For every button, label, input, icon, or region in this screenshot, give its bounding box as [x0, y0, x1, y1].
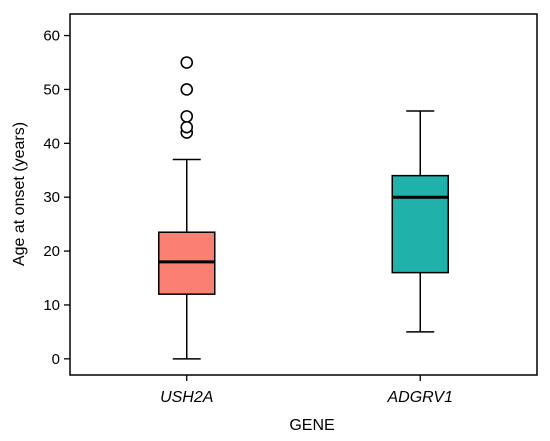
plot-frame: [69, 13, 538, 376]
boxes-group: [158, 56, 449, 360]
y-axis: 0 10 20 30 40 50 60: [43, 28, 70, 368]
outlier-point: [180, 110, 194, 123]
y-tick-label: 10: [43, 297, 60, 314]
outlier-point: [180, 120, 194, 134]
y-tick-label: 0: [52, 351, 60, 368]
box-iqr: [391, 174, 449, 274]
y-tick-label: 40: [43, 135, 60, 152]
x-tick-label: USH2A: [160, 389, 213, 406]
y-axis-title: Age at onset (years): [11, 122, 28, 266]
y-tick-label: 20: [43, 243, 60, 260]
outlier-point: [180, 56, 194, 69]
x-tick-label: ADGRV1: [386, 389, 453, 406]
y-tick-label: 30: [43, 189, 60, 206]
y-tick-label: 60: [43, 28, 60, 45]
y-tick-label: 50: [43, 81, 60, 98]
outlier-point: [180, 83, 194, 96]
x-axis-labels: USH2A ADGRV1: [160, 375, 453, 406]
x-axis-title: GENE: [289, 417, 334, 434]
